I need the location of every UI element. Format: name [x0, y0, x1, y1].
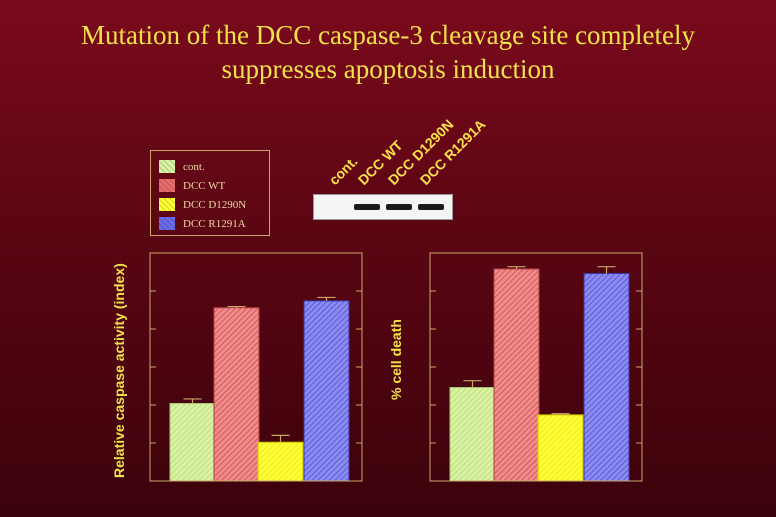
bar-cont: [169, 402, 216, 482]
legend-swatch-dcc-wt: [159, 179, 175, 192]
chart-cell-death: % cell death: [388, 252, 643, 482]
bar-dcc-wt: [213, 307, 260, 482]
legend-item-cont: cont.: [159, 157, 269, 176]
legend-swatch-cont: [159, 160, 175, 173]
y-axis-label-caspase: Relative caspase activity (index): [111, 263, 127, 478]
bar-dcc-wt: [493, 268, 540, 482]
legend-item-dcc-d1290n: DCC D1290N: [159, 195, 269, 214]
title-line-2: suppresses apoptosis induction: [221, 54, 555, 84]
bar-dcc-r1291a: [583, 273, 630, 482]
legend-label-dcc-wt: DCC WT: [183, 179, 226, 192]
legend-item-dcc-r1291a: DCC R1291A: [159, 214, 269, 233]
legend-label-cont: cont.: [183, 160, 205, 173]
legend-swatch-dcc-r1291a: [159, 217, 175, 230]
slide-title: Mutation of the DCC caspase-3 cleavage s…: [0, 18, 776, 86]
bars-cell-death: [449, 266, 630, 482]
legend-label-dcc-d1290n: DCC D1290N: [183, 198, 247, 211]
chart-caspase-activity: Relative caspase activity (index): [111, 252, 363, 482]
western-blot-image: [313, 194, 453, 220]
bar-dcc-d1290n: [537, 414, 584, 482]
bar-cont: [449, 387, 496, 482]
y-axis-label-cell-death: % cell death: [388, 319, 404, 400]
legend-label-dcc-r1291a: DCC R1291A: [183, 217, 246, 230]
legend-item-dcc-wt: DCC WT: [159, 176, 269, 195]
axes-caspase: [149, 252, 363, 482]
bar-dcc-r1291a: [303, 300, 350, 482]
bars-caspase: [169, 296, 350, 482]
title-line-1: Mutation of the DCC caspase-3 cleavage s…: [80, 20, 696, 50]
legend: cont. DCC WT DCC D1290N DCC R1291A: [150, 150, 270, 236]
legend-swatch-dcc-d1290n: [159, 198, 175, 211]
blot-band-dcc-d1290n: [386, 204, 412, 210]
axes-cell-death: [429, 252, 643, 482]
blot-band-dcc-r1291a: [418, 204, 444, 210]
blot-band-dcc-wt: [354, 204, 380, 210]
bar-dcc-d1290n: [257, 441, 304, 482]
